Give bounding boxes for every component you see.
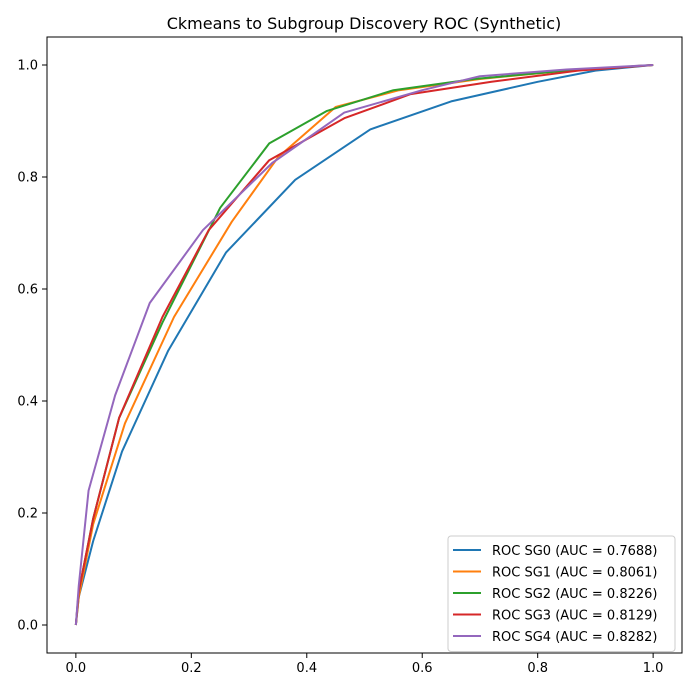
legend-label-sg4: ROC SG4 (AUC = 0.8282): [492, 630, 657, 645]
x-tick-label: 0.8: [527, 661, 548, 676]
y-axis-ticks: 0.0 0.2 0.4 0.6 0.8 1.0: [17, 59, 47, 634]
chart-title: Ckmeans to Subgroup Discovery ROC (Synth…: [167, 14, 562, 33]
x-tick-label: 0.0: [66, 661, 87, 676]
x-tick-label: 0.4: [296, 661, 317, 676]
x-axis-ticks: 0.0 0.2 0.4 0.6 0.8 1.0: [66, 653, 664, 676]
legend-label-sg0: ROC SG0 (AUC = 0.7688): [492, 544, 657, 559]
legend-label-sg1: ROC SG1 (AUC = 0.8061): [492, 566, 657, 581]
x-tick-label: 1.0: [643, 661, 664, 676]
y-tick-label: 0.8: [17, 171, 38, 186]
y-tick-label: 1.0: [17, 59, 38, 74]
x-tick-label: 0.2: [181, 661, 202, 676]
legend: ROC SG0 (AUC = 0.7688) ROC SG1 (AUC = 0.8…: [447, 535, 676, 652]
series-line-sg0: [74, 64, 654, 626]
y-tick-label: 0.6: [17, 283, 38, 298]
series-line-sg4: [74, 64, 654, 626]
legend-label-sg2: ROC SG2 (AUC = 0.8226): [492, 587, 657, 602]
legend-box: [447, 535, 676, 652]
y-tick-label: 0.2: [17, 507, 38, 522]
y-tick-label: 0.0: [17, 619, 38, 634]
plot-frame: [46, 36, 683, 654]
y-tick-label: 0.4: [17, 395, 38, 410]
series-lines: [74, 64, 654, 626]
x-tick-label: 0.6: [412, 661, 433, 676]
legend-label-sg3: ROC SG3 (AUC = 0.8129): [492, 609, 657, 624]
